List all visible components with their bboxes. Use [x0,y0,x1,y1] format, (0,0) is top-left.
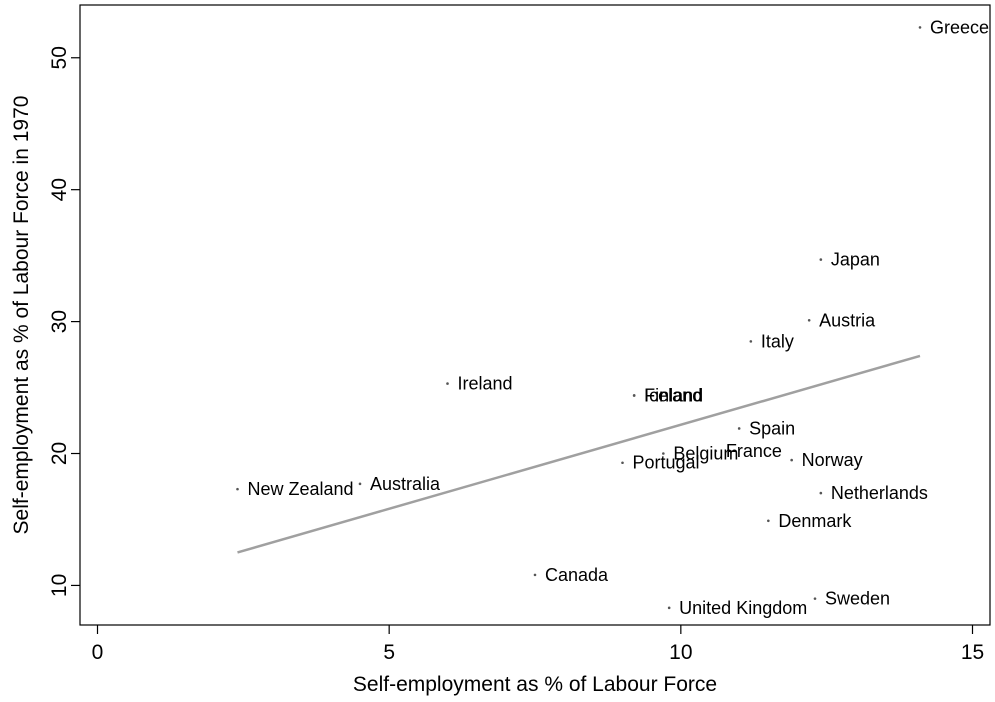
data-point [807,318,811,322]
point-label: Spain [749,418,795,438]
data-point [621,461,624,465]
data-point [667,606,671,610]
data-point [737,427,741,430]
point-label: Greece [930,17,989,37]
point-label: Iceland [644,385,702,405]
point-label: Denmark [778,511,852,531]
y-axis: 10 20 30 40 50 [48,46,80,597]
y-tick-label: 30 [48,310,71,333]
y-tick-label: 50 [48,46,71,69]
y-axis-title: Self-employment as % of Labour Force in … [10,96,33,535]
y-tick-label: 10 [48,574,71,597]
point-label: Netherlands [831,483,928,503]
x-axis-title: Self-employment as % of Labour Force [353,673,717,696]
point-label: United Kingdom [679,598,807,618]
data-point [918,26,922,29]
y-tick-label: 40 [48,178,71,201]
data-point [819,258,823,261]
point-label: Canada [545,565,609,585]
y-tick-label: 20 [48,442,71,465]
data-point [749,340,753,343]
point-label: Ireland [458,374,513,394]
point-label: Italy [761,331,794,351]
fitted-line [237,354,921,554]
data-points: Greece Japan Austria Italy Ireland FinlandIce… [236,17,989,618]
x-tick-label: 15 [961,641,984,664]
x-tick-label: 0 [92,641,104,664]
x-axis: 0 5 10 15 [92,625,984,664]
data-point [446,382,449,385]
point-label: Australia [370,474,441,494]
data-point [767,519,770,523]
point-label: France [726,441,782,461]
data-point [358,482,362,486]
point-label: New Zealand [248,479,354,499]
x-tick-label: 5 [383,641,395,664]
point-label: Japan [831,250,880,270]
data-point [819,491,823,495]
data-point [714,449,718,453]
x-tick-label: 10 [669,641,692,664]
point-label: Norway [802,450,863,470]
point-label: Belgium [673,444,738,464]
point-label: Austria [819,310,876,330]
data-point [236,487,239,491]
data-point [662,452,665,455]
point-label: Sweden [825,589,890,609]
data-point [632,394,636,397]
plot-area-frame [79,4,991,626]
fitted-line-group [237,354,921,554]
data-point [533,573,537,577]
point-label: Portugal [633,453,700,473]
data-point [813,597,817,600]
data-point [790,458,793,462]
point-label: Finland [644,385,703,405]
